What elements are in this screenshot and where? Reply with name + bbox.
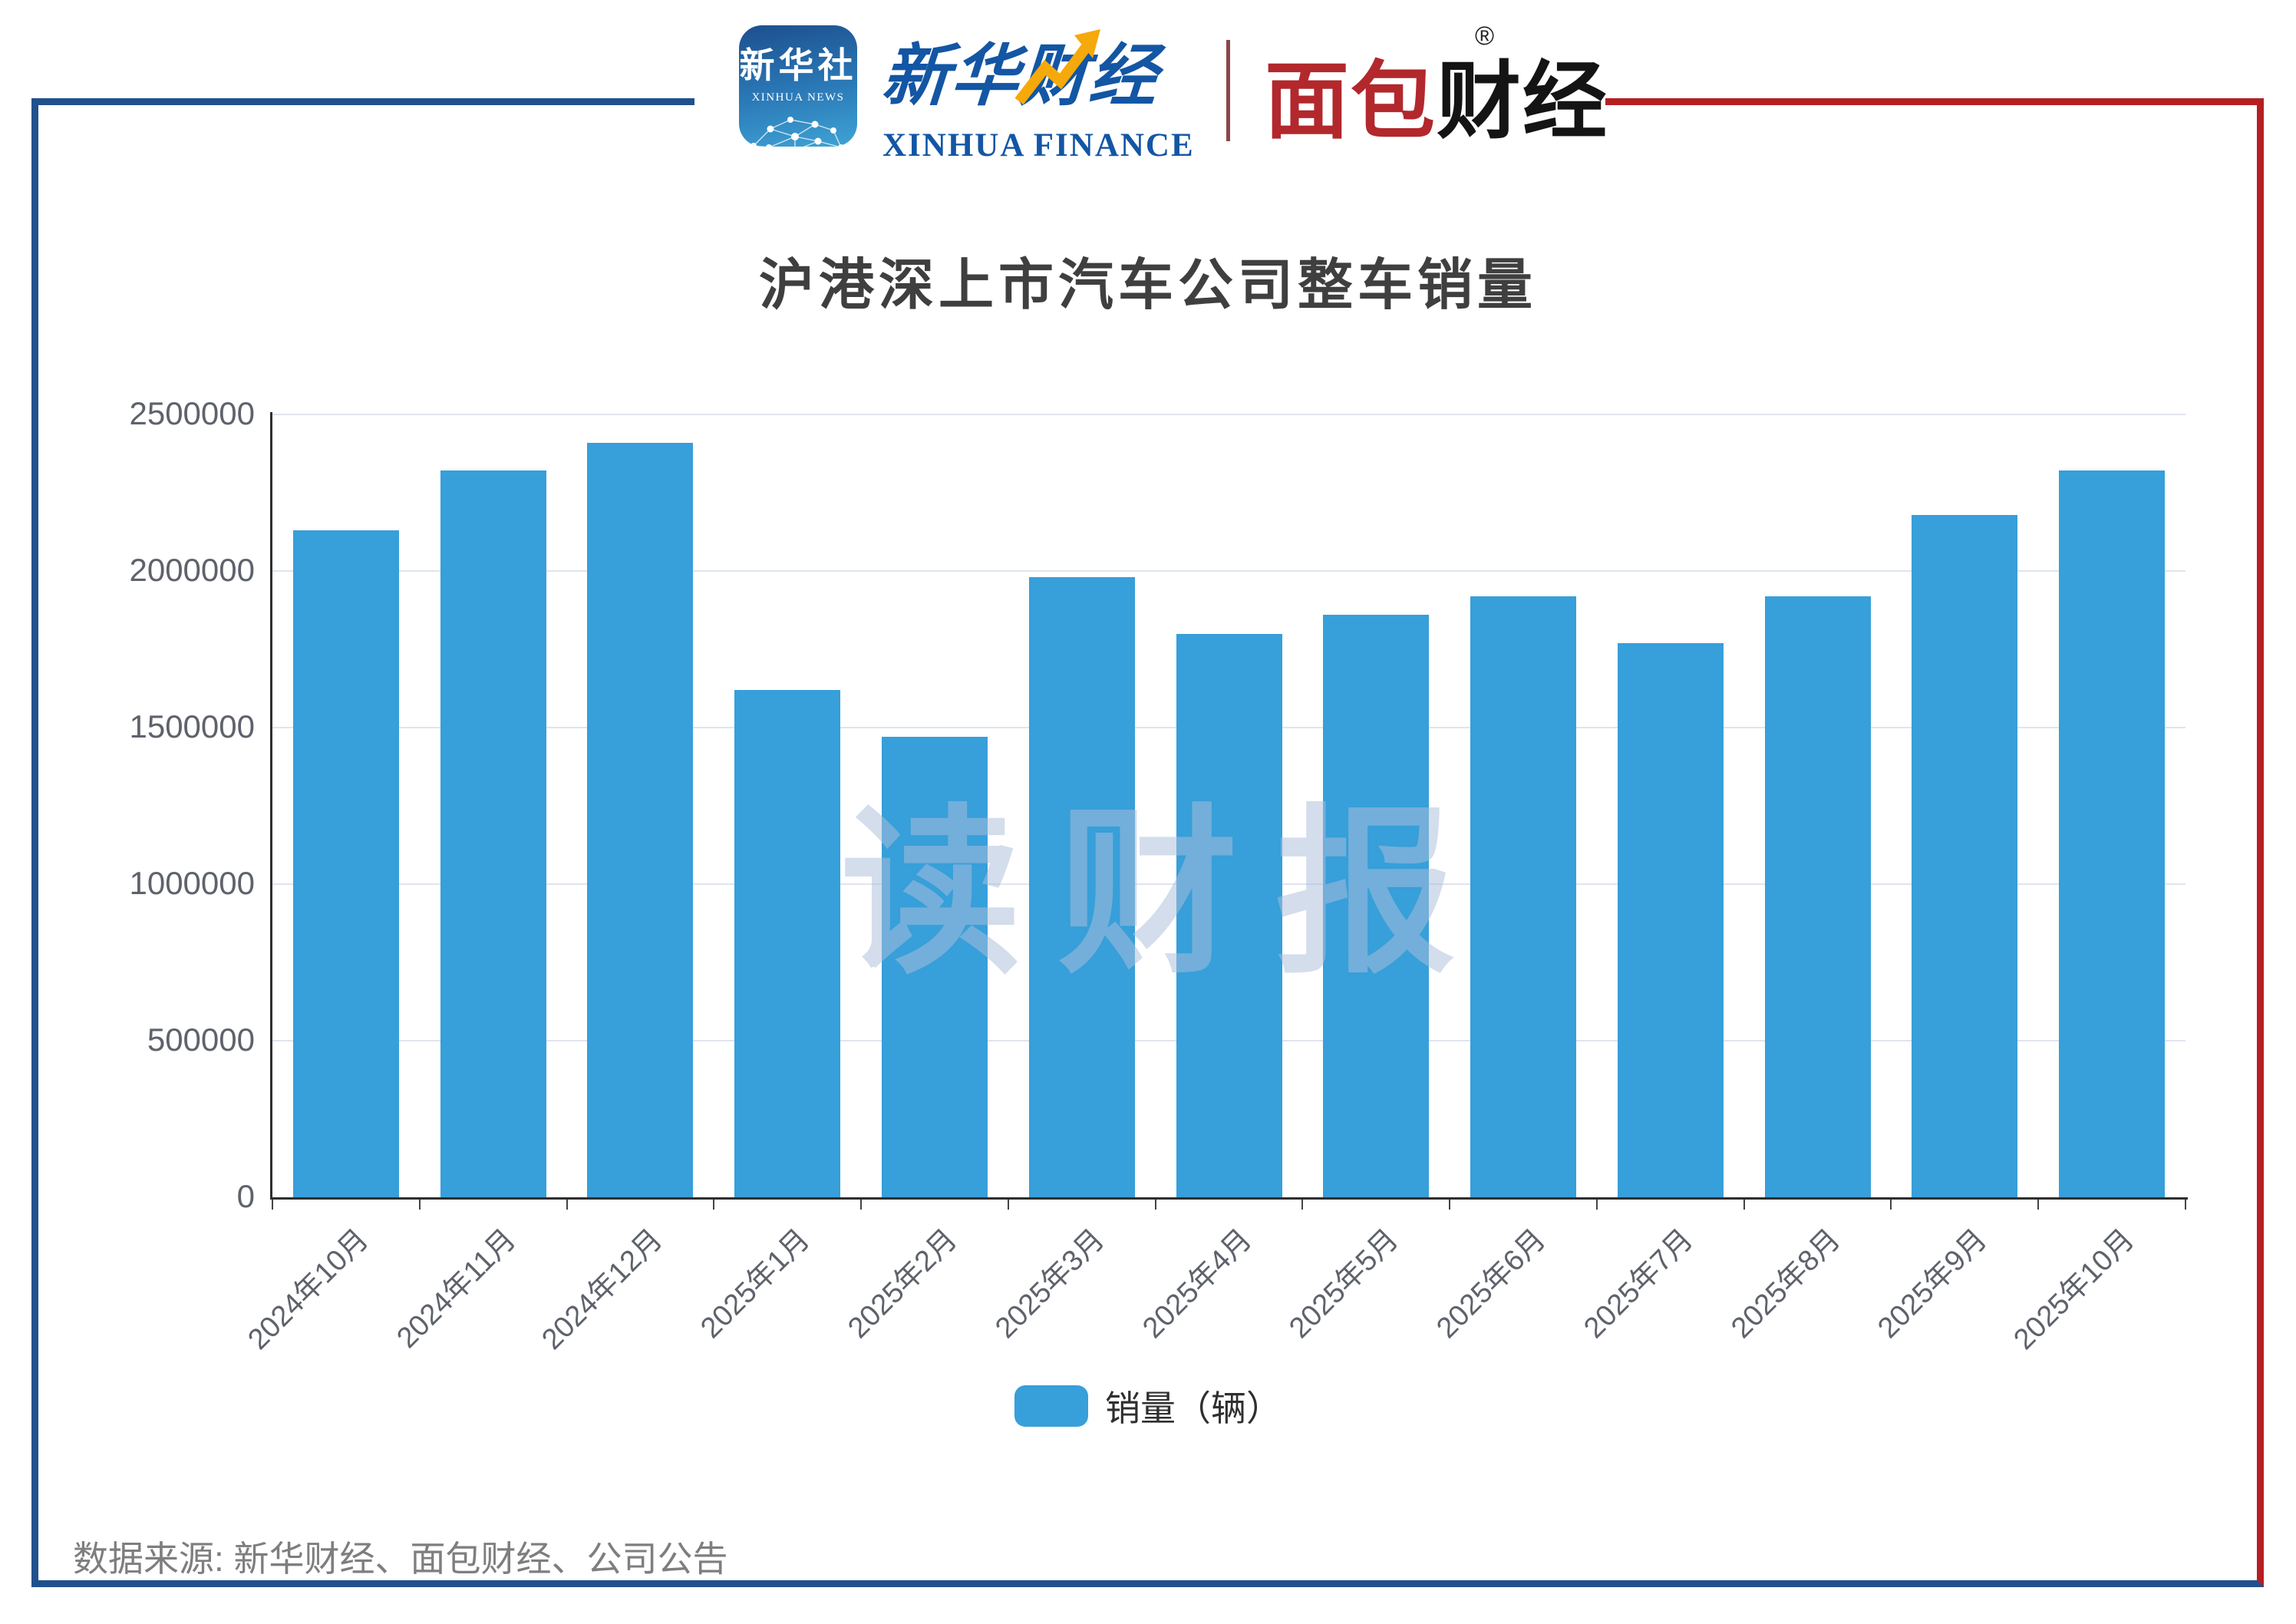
mianbao-cn-black: 财经: [1437, 54, 1608, 149]
bar-1[interactable]: [440, 470, 546, 1197]
xinhua-news-logo: 新华社 XINHUA NEWS: [739, 25, 857, 147]
mianbao-finance-logo: 面包财经 ®: [1265, 21, 1608, 155]
x-axis-tick: [2185, 1200, 2186, 1210]
x-axis-tick: [1595, 1200, 1598, 1210]
bar-11[interactable]: [1912, 514, 2018, 1197]
legend-swatch[interactable]: [1014, 1385, 1088, 1427]
x-axis-tick: [1154, 1200, 1156, 1210]
xinhua-finance-en: XINHUA FINANCE: [882, 127, 1195, 163]
x-axis-tick: [2037, 1200, 2040, 1210]
bar-9[interactable]: [1617, 642, 1724, 1197]
x-axis-tick: [418, 1200, 421, 1210]
x-axis-tick: [1007, 1200, 1009, 1210]
y-axis-label: 0: [236, 1178, 255, 1214]
bar-7[interactable]: [1323, 615, 1430, 1197]
x-axis-tick: [713, 1200, 715, 1210]
bar-2[interactable]: [587, 442, 694, 1197]
bar-4[interactable]: [881, 737, 988, 1197]
bar-0[interactable]: [292, 530, 399, 1197]
xinhua-news-logo-title: 新华社: [739, 45, 857, 85]
x-axis-tick: [1449, 1200, 1451, 1210]
mianbao-cn-red: 面包: [1265, 54, 1437, 149]
legend-label: 销量（辆）: [1105, 1388, 1282, 1428]
y-axis-label: 500000: [147, 1022, 255, 1058]
bar-10[interactable]: [1764, 596, 1871, 1197]
frame-top-blue-line: [31, 98, 694, 105]
y-axis-label: 2500000: [129, 395, 255, 431]
y-axis-label: 1000000: [129, 865, 255, 901]
poster-frame: [31, 98, 2264, 1587]
logo-divider: [1226, 40, 1230, 141]
x-axis-tick: [860, 1200, 863, 1210]
registered-mark: ®: [1475, 21, 1495, 51]
rising-arrow-icon: [1014, 29, 1100, 105]
x-axis-tick: [1890, 1200, 1892, 1210]
x-axis-line: [270, 1197, 2188, 1200]
gridline: [271, 414, 2185, 415]
bar-6[interactable]: [1176, 633, 1282, 1197]
x-axis-tick: [566, 1200, 568, 1210]
gridline: [271, 570, 2185, 572]
frame-top-red-line: [1605, 98, 2264, 105]
bar-12[interactable]: [2059, 470, 2166, 1197]
bar-3[interactable]: [734, 690, 841, 1197]
xinhua-news-logo-subtitle: XINHUA NEWS: [751, 91, 845, 104]
footer-source: 数据来源: 新华财经、面包财经、公司公告: [73, 1539, 728, 1579]
y-axis-line: [270, 412, 272, 1200]
bar-5[interactable]: [1028, 577, 1135, 1197]
x-axis-tick: [1743, 1200, 1745, 1210]
chart-title: 沪港深上市汽车公司整车销量: [758, 255, 1537, 316]
xinhua-finance-logo: 新华财经 XINHUA FINANCE: [879, 21, 1205, 163]
x-axis-tick: [272, 1200, 273, 1210]
y-axis-label: 2000000: [129, 552, 255, 588]
legend[interactable]: 销量（辆）: [0, 1383, 2296, 1429]
y-axis-label: 1500000: [129, 708, 255, 744]
bar-8[interactable]: [1470, 596, 1577, 1197]
x-axis-tick: [1301, 1200, 1304, 1210]
